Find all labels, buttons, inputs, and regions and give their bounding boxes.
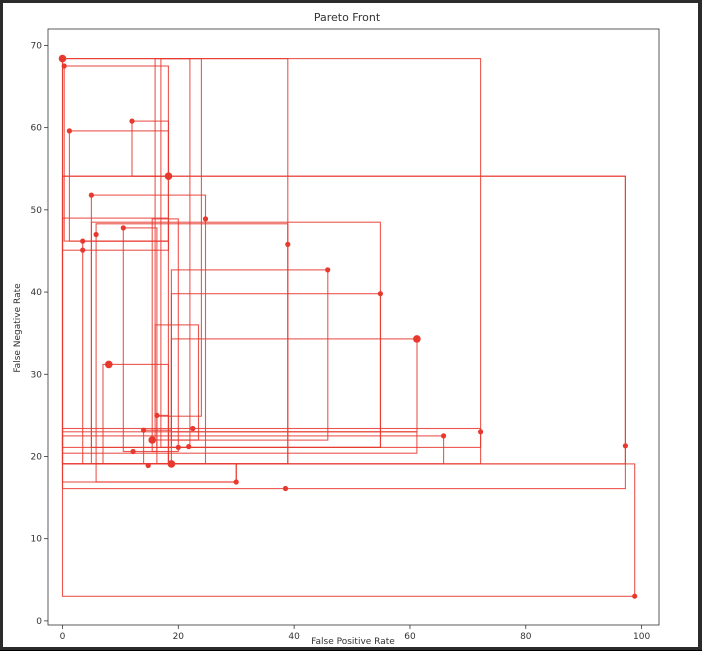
y-tick-label: 60 [31,124,43,134]
chart: Pareto Front 0 20 40 60 80 100 0 10 20 30 40 50 60 7… [13,11,660,647]
y-tick-label: 20 [31,452,43,462]
x-tick-label: 20 [173,632,185,642]
pareto-point [622,443,629,449]
pareto-point [80,238,86,244]
pareto-point [190,425,196,432]
pareto-box [131,120,170,177]
pareto-point [285,241,291,247]
pareto-point [105,360,113,369]
pareto-box [143,429,172,465]
x-tick-label: 100 [633,632,650,642]
x-axis-label: False Positive Rate [311,637,395,647]
pareto-point [58,54,67,63]
pareto-point [233,479,239,485]
pareto-point [202,216,209,222]
y-tick-label: 70 [31,41,43,51]
pareto-point [130,448,136,455]
figure: Pareto Front 0 20 40 60 80 100 0 10 20 30 40 50 60 7… [3,3,698,647]
y-tick-label: 50 [31,206,43,216]
y-axis-ticks: 0 10 20 30 40 50 60 70 [31,41,48,627]
pareto-point [154,412,160,418]
pareto-point [88,192,94,198]
pareto-point [61,63,67,69]
pareto-box [170,293,382,448]
pareto-point [129,118,135,124]
pareto-point [141,427,147,433]
plot-area [47,28,660,626]
x-tick-label: 80 [520,632,532,642]
pareto-point [377,291,383,297]
x-axis-ticks: 0 20 40 60 80 100 [60,625,650,642]
pareto-box [61,175,626,490]
x-tick-label: 0 [60,632,66,642]
y-tick-label: 40 [31,288,43,298]
pareto-point [413,335,421,343]
pareto-point [145,462,151,469]
y-tick-label: 30 [31,370,43,380]
pareto-point [80,247,86,253]
pareto-point [325,267,331,273]
pareto-point [175,444,181,450]
pareto-point [164,172,173,180]
pareto-box [151,218,179,453]
pareto-point [167,460,176,468]
pareto-point [282,485,289,492]
pareto-box [160,58,191,448]
pareto-point [66,128,72,134]
pareto-point [120,225,126,231]
pareto-point [186,444,192,450]
pareto-point [478,429,484,435]
pareto-point [148,436,156,444]
chart-title: Pareto Front [314,11,381,24]
pareto-point [93,231,99,238]
pareto-box [61,217,170,251]
y-tick-label: 0 [36,617,42,627]
pareto-point [441,433,447,439]
y-tick-label: 10 [31,535,43,545]
pareto-points [58,54,638,599]
pareto-boxes [61,58,636,597]
x-tick-label: 40 [288,632,300,642]
pareto-box [122,227,158,453]
pareto-point [632,593,638,599]
x-tick-label: 60 [404,632,416,642]
y-axis-label: False Negative Rate [13,283,23,373]
pareto-box [102,363,169,465]
